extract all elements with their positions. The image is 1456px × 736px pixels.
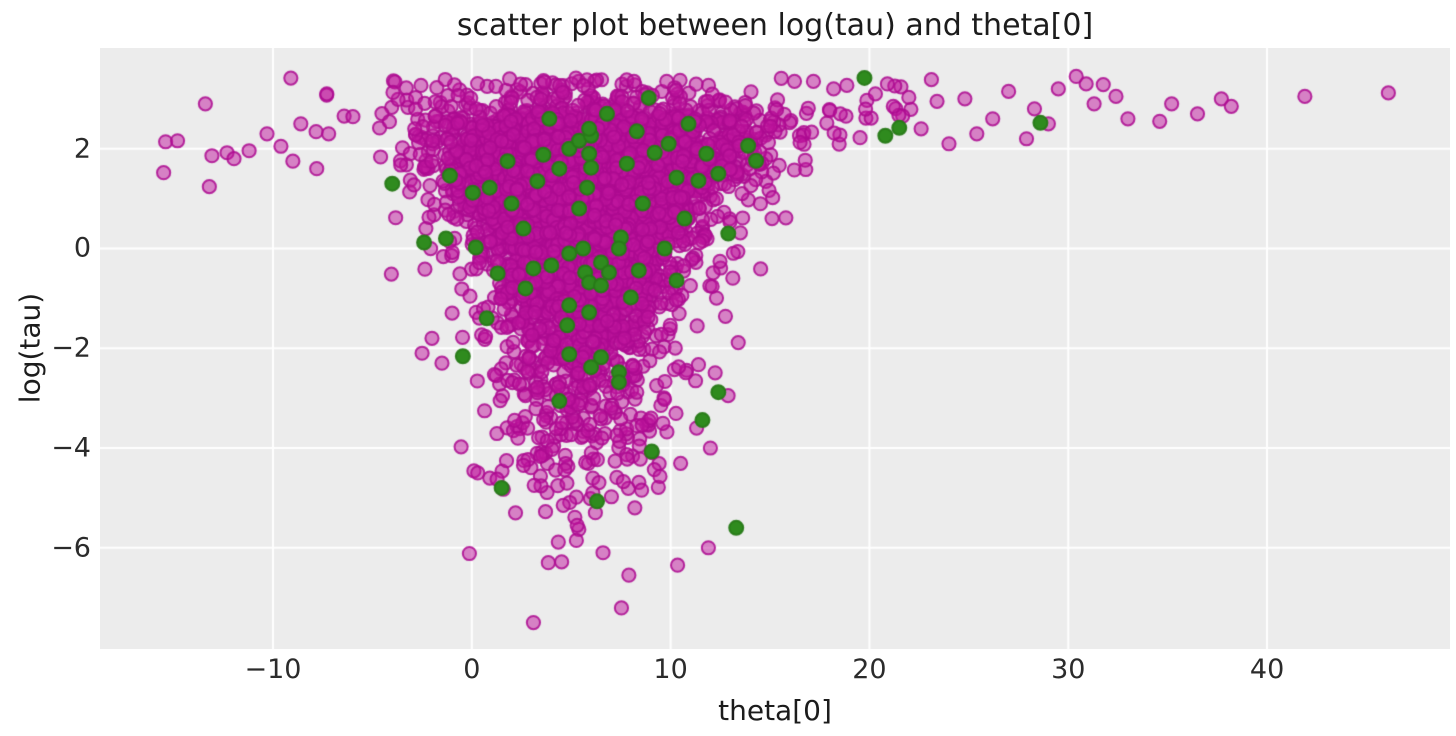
- scatter-plot-area: [100, 48, 1450, 649]
- y-tick-label: −6: [51, 532, 91, 564]
- y-tick-label: −2: [51, 332, 91, 364]
- y-tick-label: 0: [73, 232, 91, 264]
- x-tick-label: −10: [244, 654, 302, 685]
- y-axis-label: log(tau): [13, 292, 47, 404]
- x-tick-label: 30: [1051, 654, 1086, 685]
- y-tick-label: 2: [73, 133, 91, 165]
- x-tick-label: 10: [653, 654, 688, 685]
- y-tick-label: −4: [51, 432, 91, 464]
- x-axis-label: theta[0]: [718, 694, 832, 727]
- chart-title: scatter plot between log(tau) and theta[…: [456, 8, 1094, 43]
- x-tick-label: 40: [1249, 654, 1285, 685]
- x-tick-label: 0: [463, 654, 481, 685]
- x-tick-label: 20: [852, 654, 887, 685]
